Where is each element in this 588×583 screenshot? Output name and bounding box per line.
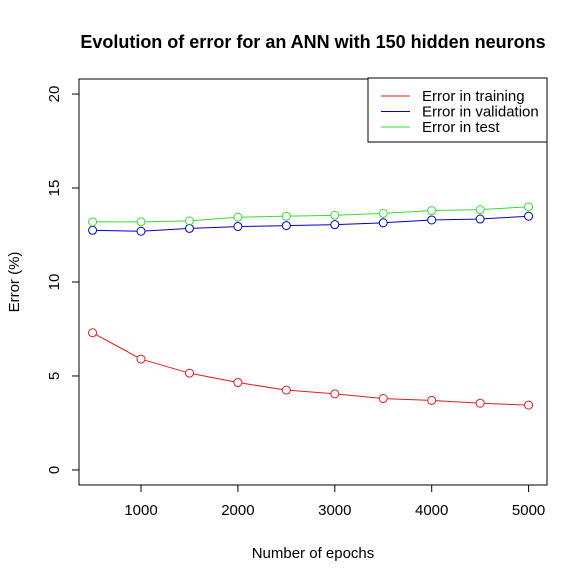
x-axis-label: Number of epochs bbox=[252, 545, 375, 562]
y-tick-label: 20 bbox=[46, 86, 63, 103]
x-tick-label: 2000 bbox=[221, 502, 254, 519]
series-line-segment bbox=[338, 222, 380, 226]
data-point bbox=[330, 220, 340, 230]
chart-title: Evolution of error for an ANN with 150 h… bbox=[80, 32, 545, 52]
series-line-segment bbox=[241, 215, 283, 218]
data-point bbox=[475, 214, 485, 224]
data-point bbox=[88, 217, 98, 227]
series-line-segment bbox=[290, 389, 331, 395]
data-point bbox=[524, 211, 534, 221]
y-axis-label: Error (%) bbox=[6, 252, 23, 313]
legend-entry: Error in training bbox=[422, 88, 525, 105]
data-point bbox=[524, 400, 534, 410]
series-2 bbox=[88, 211, 534, 236]
data-point bbox=[233, 378, 243, 388]
x-tick-label: 1000 bbox=[124, 502, 157, 519]
series-3 bbox=[88, 202, 534, 227]
legend-box bbox=[367, 77, 548, 143]
data-point bbox=[136, 217, 146, 227]
series-line-segment bbox=[435, 209, 477, 211]
series-line-segment bbox=[387, 210, 428, 214]
series-line-segment bbox=[144, 228, 186, 232]
x-axis: 1000 2000 3000 4000 5000 bbox=[124, 485, 545, 519]
data-point bbox=[524, 202, 534, 212]
series-line-segment bbox=[484, 215, 525, 220]
series-line-segment bbox=[145, 220, 186, 223]
data-point bbox=[378, 394, 388, 404]
series-line-segment bbox=[338, 213, 380, 216]
data-point bbox=[184, 368, 194, 378]
data-point bbox=[281, 211, 291, 221]
series-line-segment bbox=[193, 226, 234, 229]
data-point bbox=[330, 389, 340, 399]
data-point bbox=[378, 218, 388, 228]
y-tick-label: 0 bbox=[46, 466, 63, 474]
series-line-segment bbox=[387, 219, 428, 224]
series-line-segment bbox=[193, 373, 235, 383]
data-point bbox=[378, 208, 388, 218]
series-line-segment bbox=[435, 400, 477, 404]
data-point bbox=[88, 225, 98, 235]
series-line-segment bbox=[290, 224, 331, 227]
data-point bbox=[184, 216, 194, 226]
series-1 bbox=[88, 328, 534, 410]
data-point bbox=[427, 215, 437, 225]
data-point bbox=[427, 395, 437, 405]
series-layer bbox=[88, 202, 534, 410]
series-line-segment bbox=[241, 382, 283, 390]
series-line-segment bbox=[144, 359, 186, 373]
series-line-segment bbox=[95, 334, 138, 358]
y-axis: 0 5 10 15 20 bbox=[46, 86, 79, 474]
legend-entry: Error in test bbox=[422, 119, 500, 136]
data-point bbox=[233, 222, 243, 232]
series-line-segment bbox=[484, 206, 525, 210]
series-line-segment bbox=[241, 225, 283, 227]
series-line-segment bbox=[290, 214, 331, 217]
data-point bbox=[281, 385, 291, 395]
data-point bbox=[88, 328, 98, 338]
series-line-segment bbox=[484, 402, 525, 406]
data-point bbox=[427, 206, 437, 216]
series-line-segment bbox=[387, 398, 428, 401]
x-tick-label: 4000 bbox=[415, 502, 448, 519]
data-point bbox=[233, 212, 243, 222]
legend-entry: Error in validation bbox=[422, 104, 539, 121]
series-line-segment bbox=[96, 229, 138, 232]
data-point bbox=[281, 221, 291, 231]
y-tick-label: 10 bbox=[46, 274, 63, 291]
data-point bbox=[475, 205, 485, 215]
y-tick-label: 5 bbox=[46, 372, 63, 380]
data-point bbox=[136, 226, 146, 236]
y-tick-label: 15 bbox=[46, 180, 63, 197]
x-tick-label: 5000 bbox=[512, 502, 545, 519]
data-point bbox=[136, 354, 146, 364]
series-line-segment bbox=[435, 218, 477, 221]
data-point bbox=[184, 223, 194, 233]
series-line-segment bbox=[193, 216, 234, 222]
x-tick-label: 3000 bbox=[318, 502, 351, 519]
series-line-segment bbox=[338, 393, 380, 399]
data-point bbox=[330, 210, 340, 220]
data-point bbox=[475, 398, 485, 408]
